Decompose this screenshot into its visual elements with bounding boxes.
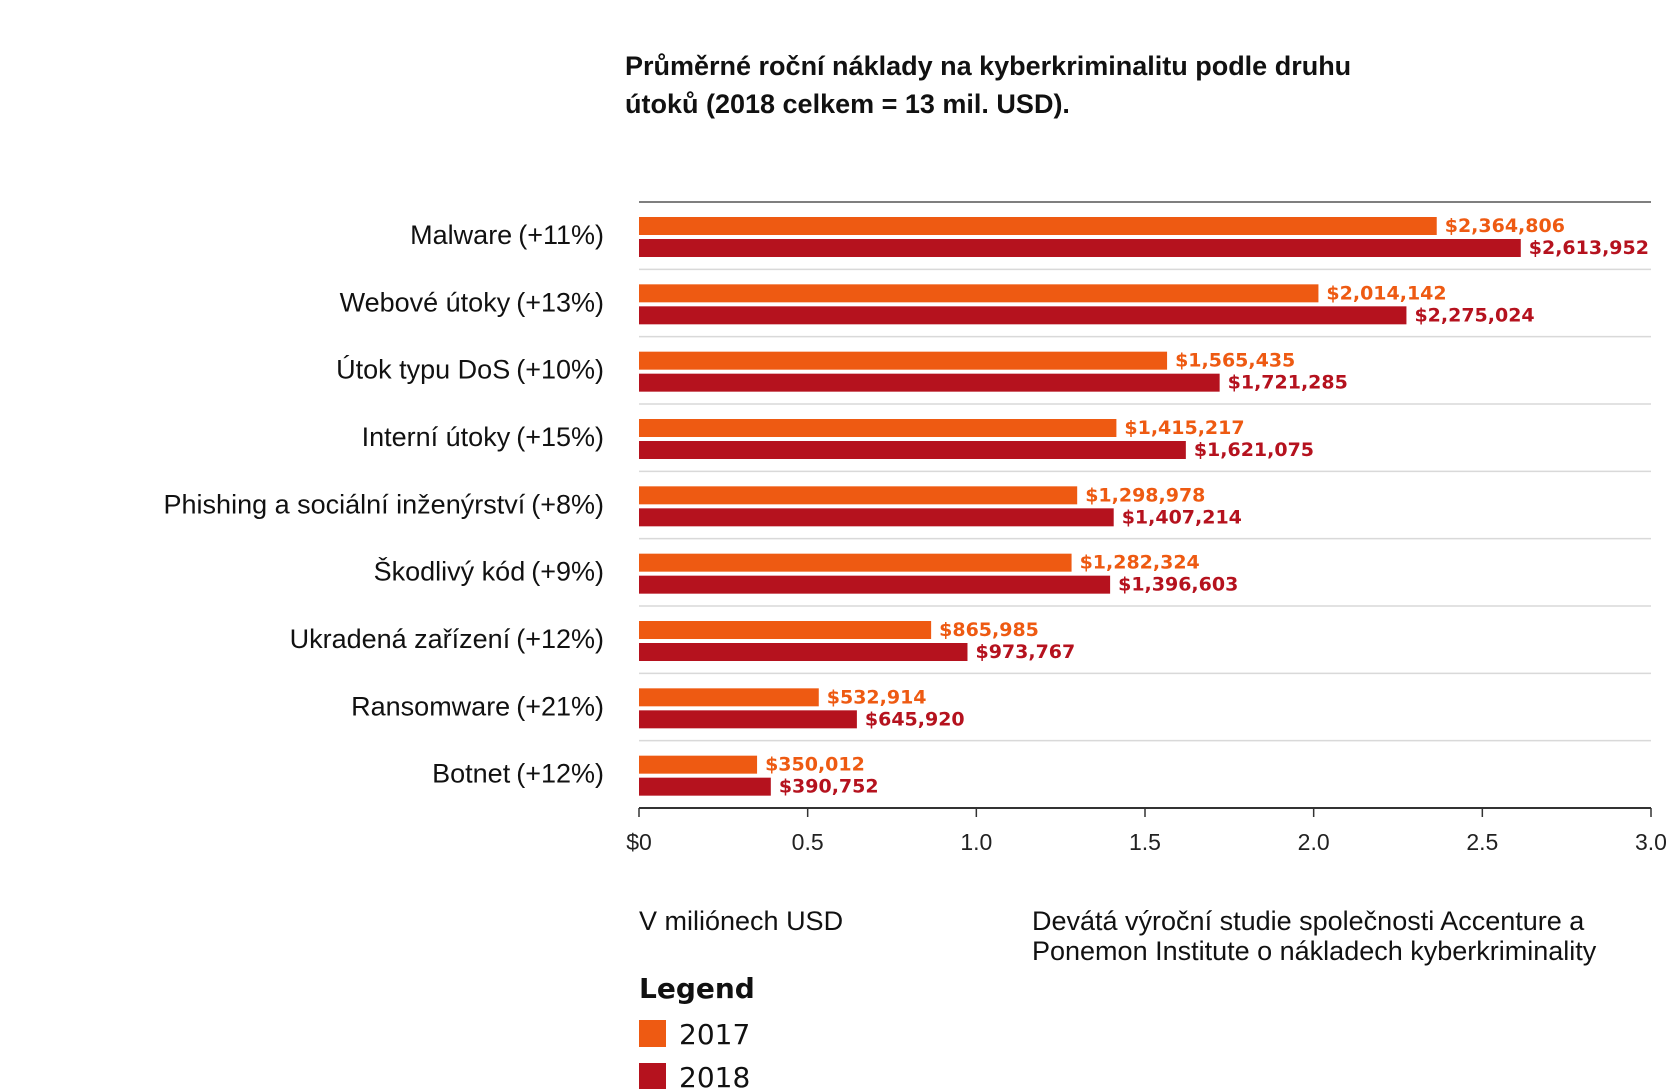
bars: $2,364,806$2,613,952 $2,014,142$2,275,024… [639,215,1649,798]
x-axis-unit-label: V miliónech USD [639,906,843,936]
category-label: Ukradená zařízení (+12%) [290,624,604,654]
bar-2018 [639,777,771,796]
bar-2018 [639,306,1407,325]
data-label-2017: $1,415,217 [1124,417,1244,439]
x-tick-label: 2.0 [1298,829,1330,855]
bar-2018 [639,239,1521,257]
data-label-2017: $532,914 [827,686,927,708]
category-change: (+13%) [516,287,604,317]
category-change: (+9%) [531,557,604,587]
x-tick-label: 3.0 [1635,829,1667,855]
data-label-2018: $1,396,603 [1118,574,1238,596]
bar-2017 [639,284,1319,303]
notes: V miliónech USD Devátá výroční studie spo… [639,906,1597,966]
category-label: Botnet (+12%) [432,759,604,789]
x-axis: $0 0.5 1.0 1.5 2.0 2.5 3.0 [626,807,1667,855]
chart-title-line: útoků (2018 celkem = 13 mil. USD). [625,89,1070,119]
source-note-line: Ponemon Institute o nákladech kyberkrimi… [1032,936,1597,966]
category-label: Phishing a sociální inženýrství (+8%) [164,489,604,519]
data-label-2018: $2,613,952 [1529,237,1649,259]
bar-2017 [639,486,1078,505]
bar-2017 [639,553,1072,572]
data-label-2017: $1,565,435 [1175,350,1295,372]
x-tick-label: 1.0 [960,829,992,855]
data-label-2017: $2,014,142 [1326,282,1446,304]
category-name: Ransomware [351,691,510,721]
x-tick-label: 2.5 [1466,829,1498,855]
category-name: Webové útoky [340,287,511,317]
x-tick-label: $0 [626,829,652,855]
category-label: Škodlivý kód (+9%) [374,556,604,587]
x-tick-label: 0.5 [792,829,824,855]
data-label-2017: $1,282,324 [1080,552,1200,574]
data-label-2018: $973,767 [975,641,1075,663]
bar-2017 [639,621,932,639]
category-name: Útok typu DoS [336,354,510,385]
legend-label: 2018 [679,1061,750,1089]
category-change: (+12%) [516,624,604,654]
bar-2018 [639,710,857,729]
category-change: (+12%) [516,759,604,789]
category-change: (+10%) [516,355,604,385]
category-label: Webové útoky (+13%) [340,287,604,317]
category-change: (+11%) [518,220,604,250]
x-tick-label: 1.5 [1129,829,1161,855]
data-label-2018: $1,621,075 [1194,439,1314,461]
category-name: Škodlivý kód [374,556,526,587]
bar-2017 [639,419,1117,437]
legend-label: 2017 [679,1018,750,1051]
bar-2018 [639,643,968,661]
data-label-2018: $390,752 [779,776,879,798]
chart-title: Průměrné roční náklady na kyberkriminali… [625,51,1351,119]
bar-2018 [639,373,1220,392]
legend-title: Legend [639,972,755,1005]
bar-2018 [639,575,1111,594]
bar-2018 [639,441,1186,459]
source-note-line: Devátá výroční studie společnosti Accent… [1032,906,1585,936]
legend-swatch-2018 [639,1063,666,1089]
category-labels: Malware (+11%) Webové útoky (+13%) Útok typu… [164,220,604,789]
category-name: Malware [410,220,512,250]
legend-swatch-2017 [639,1020,666,1047]
category-name: Phishing a sociální inženýrství [164,489,526,519]
category-label: Ransomware (+21%) [351,691,604,721]
bar-2017 [639,688,819,707]
category-change: (+15%) [516,422,604,452]
category-name: Ukradená zařízení [290,624,511,654]
category-change: (+8%) [531,489,604,519]
data-label-2018: $1,721,285 [1228,372,1348,394]
data-label-2017: $865,985 [939,619,1039,641]
bar-2017 [639,217,1437,235]
legend: Legend 2017 2018 [639,972,755,1089]
category-name: Interní útoky [362,422,511,452]
category-change: (+21%) [516,691,604,721]
data-label-2018: $645,920 [865,708,965,730]
data-label-2018: $2,275,024 [1414,304,1534,326]
category-label: Malware (+11%) [410,220,604,250]
data-label-2017: $350,012 [765,754,865,776]
data-label-2018: $1,407,214 [1122,506,1242,528]
data-label-2017: $2,364,806 [1445,215,1565,237]
bar-2017 [639,755,758,774]
data-label-2017: $1,298,978 [1085,484,1205,506]
category-name: Botnet [432,759,511,789]
bar-2017 [639,351,1168,370]
row-separators [639,201,1651,742]
category-label: Interní útoky (+15%) [362,422,604,452]
chart-title-line: Průměrné roční náklady na kyberkriminali… [625,51,1351,81]
bar-2018 [639,508,1114,527]
category-label: Útok typu DoS (+10%) [336,354,604,385]
